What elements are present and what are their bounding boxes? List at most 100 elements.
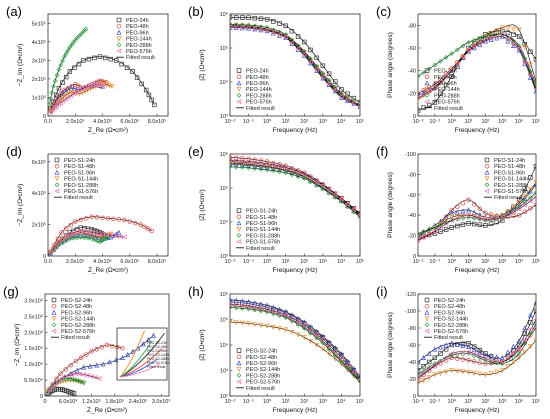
- data-point-144h: [511, 359, 516, 365]
- legend: PEO-S1-24hPEO-S1-48hPEO-S1-96hPEO-S1-144…: [236, 208, 280, 252]
- plot-frame: [229, 13, 361, 117]
- legend-marker-288h: [236, 373, 242, 378]
- data-point-288h: [421, 229, 427, 234]
- y-tick-label: 6x10⁵: [32, 159, 46, 166]
- data-point-288h: [332, 353, 338, 358]
- legend-marker-24h: [236, 208, 242, 213]
- data-point-288h: [230, 304, 233, 310]
- panel-g: 0 6.0x10⁴ 1.2x10⁵ 1.8x10⁵ 2.4x10⁵ 3.0x10⁵ 0 5.0…: [3, 284, 171, 414]
- data-point-48h: [455, 356, 460, 361]
- data-point-288h: [357, 102, 360, 108]
- data-point-576h: [78, 228, 83, 234]
- x-tick-label: 2.0x10⁵: [66, 258, 85, 265]
- data-point-24h: [449, 74, 454, 79]
- data-point-144h: [65, 377, 71, 383]
- y-tick-label: -80: [408, 172, 416, 178]
- data-point-576h: [88, 373, 94, 379]
- y-tick-label: 0: [413, 394, 416, 400]
- data-point-288h: [104, 235, 110, 241]
- data-point-576h: [50, 246, 56, 252]
- data-point-96h: [499, 33, 505, 39]
- x-tick-label: 10⁵: [532, 258, 540, 265]
- data-point-96h: [488, 213, 494, 219]
- data-point-144h: [258, 322, 264, 328]
- data-point-96h: [357, 373, 360, 379]
- data-point-576h: [295, 46, 301, 52]
- data-point-144h: [283, 327, 289, 333]
- data-point-24h: [528, 49, 533, 55]
- data-point-48h: [68, 362, 74, 368]
- data-point-576h: [420, 370, 426, 376]
- data-point-576h: [344, 362, 350, 368]
- panel-label: (i): [376, 284, 388, 299]
- data-point-288h: [460, 215, 466, 221]
- data-point-24h: [92, 55, 97, 61]
- data-point-144h: [499, 212, 505, 218]
- legend-entry: PEO-288h: [126, 43, 152, 49]
- data-point-48h: [149, 228, 154, 234]
- inset-frame: [116, 327, 168, 381]
- data-point-96h: [338, 351, 344, 357]
- fit-line-48h: [50, 216, 152, 252]
- data-point-576h: [230, 24, 233, 30]
- data-point-288h: [81, 235, 87, 241]
- data-point-96h: [81, 364, 87, 370]
- data-point-288h: [65, 376, 71, 381]
- data-point-576h: [258, 26, 264, 32]
- data-point-144h: [289, 169, 295, 175]
- data-point-576h: [510, 209, 516, 215]
- data-point-144h: [418, 381, 421, 386]
- data-point-288h: [283, 170, 289, 176]
- data-point-48h: [138, 222, 143, 227]
- x-tick-label: 10⁴: [337, 258, 346, 265]
- data-point-288h: [295, 174, 301, 180]
- x-tick-label: 10³: [319, 259, 327, 265]
- x-tick-label: 6.0x10⁴: [59, 398, 79, 405]
- data-point-576h: [522, 59, 528, 65]
- legend-entry: Fitted result: [61, 335, 90, 341]
- x-axis-title: Z_Re (Ω•cm²): [88, 127, 128, 134]
- data-point-576h: [344, 201, 350, 207]
- data-point-96h: [233, 161, 239, 167]
- data-point-144h: [511, 204, 516, 210]
- y-tick-label: -40: [408, 69, 416, 75]
- data-point-576h: [76, 87, 82, 93]
- inset-plot: PEO-S2-24hPEO-S2-48hPEO-S2-96hPEO-S2-144…: [116, 327, 169, 381]
- x-tick-label: 10³: [498, 399, 506, 405]
- data-point-96h: [233, 297, 239, 303]
- data-point-288h: [432, 62, 438, 68]
- x-tick-label: 8.0x10⁵: [148, 118, 167, 125]
- data-point-24h: [277, 21, 282, 26]
- data-point-48h: [471, 359, 477, 364]
- data-point-144h: [63, 93, 69, 99]
- data-point-288h: [60, 58, 65, 64]
- data-point-576h: [270, 162, 276, 168]
- data-point-288h: [74, 235, 80, 241]
- data-point-48h: [516, 212, 522, 218]
- data-point-288h: [71, 235, 76, 241]
- data-point-288h: [533, 81, 536, 87]
- data-point-288h: [233, 164, 239, 170]
- y-tick-label: 10⁴: [220, 79, 229, 86]
- data-point-576h: [338, 355, 344, 361]
- data-point-48h: [78, 355, 84, 361]
- legend-entry: PEO-S2-288h: [246, 373, 280, 379]
- data-point-576h: [499, 31, 505, 37]
- data-point-144h: [357, 213, 360, 219]
- legend-entry: PEO-S1-96h: [246, 221, 277, 227]
- data-point-576h: [114, 233, 120, 239]
- legend: PEO-24hPEO-48hPEO-96hPEO-144hPEO-288hPEO…: [116, 17, 155, 61]
- data-point-288h: [320, 70, 326, 76]
- data-point-24h: [283, 23, 288, 29]
- data-point-96h: [130, 348, 136, 354]
- data-layer: [418, 24, 536, 113]
- data-point-576h: [55, 378, 61, 384]
- data-point-24h: [152, 102, 157, 108]
- data-point-576h: [276, 163, 282, 169]
- data-point-576h: [283, 34, 288, 40]
- legend-marker-48h: [54, 163, 60, 169]
- data-point-288h: [471, 215, 477, 221]
- data-point-576h: [283, 312, 288, 318]
- data-point-24h: [134, 75, 140, 80]
- data-point-288h: [89, 236, 95, 242]
